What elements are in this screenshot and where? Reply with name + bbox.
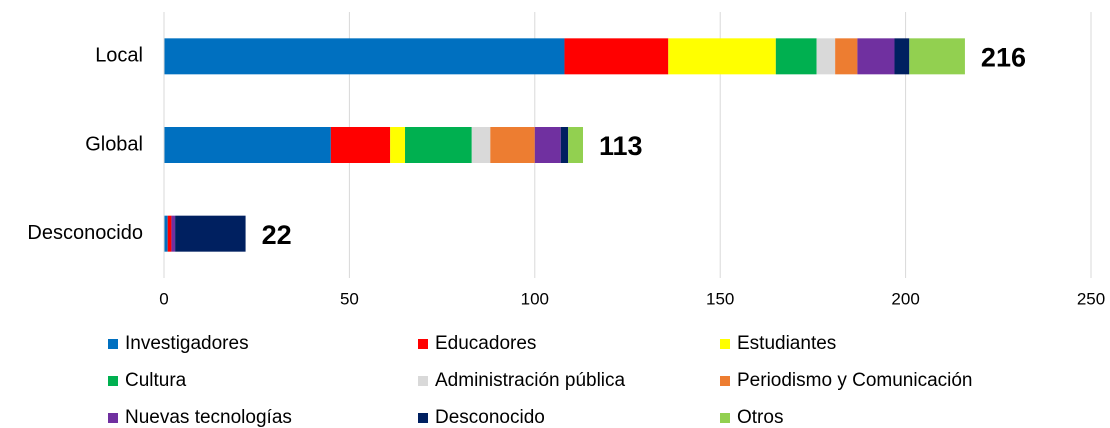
legend-label: Investigadores (125, 333, 249, 354)
bar-segment (471, 127, 491, 163)
legend-label: Educadores (435, 333, 536, 354)
bar-segment (164, 127, 331, 163)
bar-segment (775, 38, 817, 75)
x-tick-label: 100 (521, 289, 549, 308)
total-label: 113 (599, 131, 643, 161)
legend-label: Administración pública (435, 370, 626, 391)
bar-segment (909, 38, 965, 75)
legend-swatch (720, 413, 730, 423)
total-label: 22 (262, 220, 292, 250)
legend-swatch (418, 413, 428, 423)
bar-segment (164, 38, 565, 75)
total-label: 216 (981, 42, 1026, 72)
y-tick-label: Local (95, 45, 143, 67)
legend-label: Desconocido (435, 407, 545, 428)
x-tick-label: 200 (891, 289, 919, 308)
bar-segment (668, 38, 776, 75)
legend-swatch (418, 376, 428, 386)
legend-swatch (720, 376, 730, 386)
bar-segment (171, 215, 176, 252)
bar-segment (568, 127, 584, 163)
bar-segment (390, 127, 406, 163)
legend-label: Cultura (125, 370, 187, 391)
legend-label: Nuevas tecnologías (125, 407, 292, 428)
legend-swatch (720, 339, 730, 349)
bar-segment (894, 38, 910, 75)
legend-swatch (108, 413, 118, 423)
legend-swatch (108, 339, 118, 349)
bar-segment (490, 127, 535, 163)
bar-segment (564, 38, 669, 75)
bar-segment (857, 38, 895, 75)
legend-label: Estudiantes (737, 333, 836, 354)
bar-segment (175, 215, 246, 252)
bar-segment (560, 127, 569, 163)
legend-swatch (418, 339, 428, 349)
legend-label: Otros (737, 407, 783, 428)
x-tick-label: 150 (706, 289, 734, 308)
legend-swatch (108, 376, 118, 386)
bar-segment (405, 127, 472, 163)
bar-segment (330, 127, 391, 163)
bar-segment (835, 38, 858, 75)
bar-segment (164, 215, 168, 252)
bar-segment (816, 38, 836, 75)
x-tick-label: 50 (340, 289, 359, 308)
y-tick-label: Global (85, 133, 143, 155)
x-tick-label: 0 (159, 289, 168, 308)
y-tick-label: Desconocido (27, 222, 143, 244)
legend-label: Periodismo y Comunicación (737, 370, 973, 391)
bar-segment (534, 127, 561, 163)
bar-segment (167, 215, 172, 252)
x-tick-label: 250 (1077, 289, 1105, 308)
